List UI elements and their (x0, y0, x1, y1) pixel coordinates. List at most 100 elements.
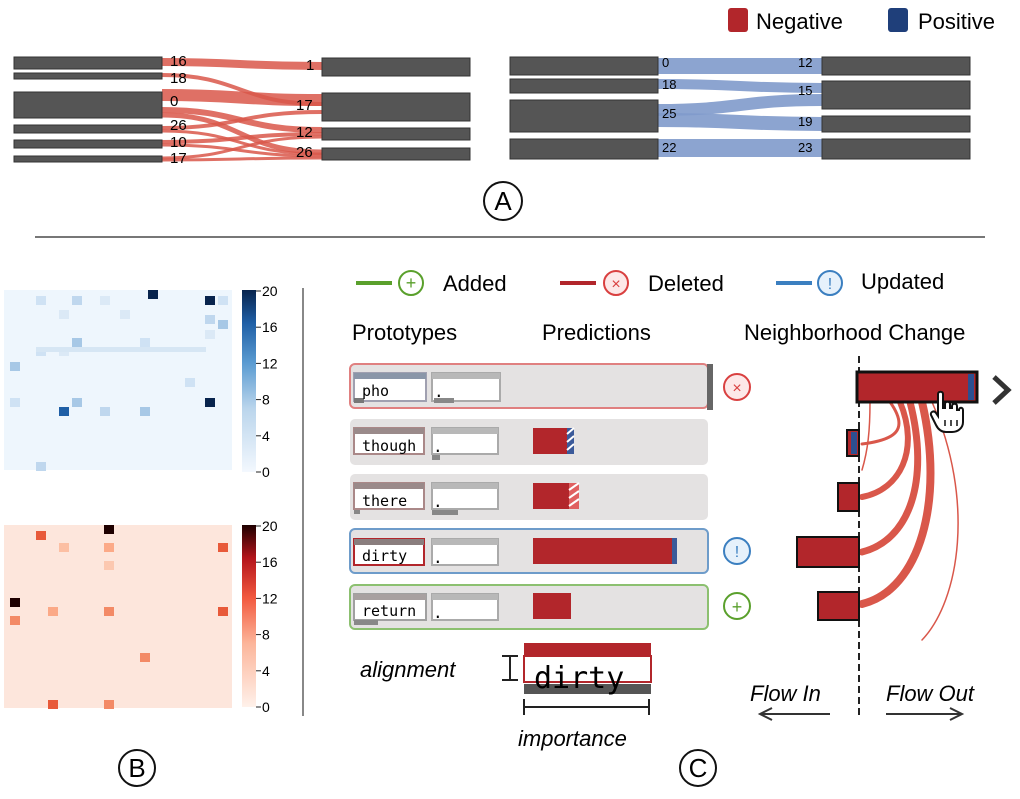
svg-text:+: + (732, 597, 743, 617)
flow-label: 26 (170, 117, 187, 134)
colorbar-tick-label: 8 (262, 627, 270, 643)
prototype-row[interactable]: though . (350, 419, 708, 465)
right-flow-ribbons (657, 58, 823, 158)
prototype-row[interactable]: there . (350, 474, 708, 520)
svg-text:+: + (406, 273, 417, 293)
deleted-status-icon[interactable] (723, 373, 751, 401)
svg-text:×: × (732, 380, 741, 397)
prototype-row[interactable]: dirty . ! (349, 528, 751, 574)
top-legend: Negative Positive (728, 8, 995, 34)
svg-text:.: . (433, 492, 443, 511)
prototype-word: return (362, 602, 416, 620)
prediction-bar (533, 593, 571, 619)
flow-node (509, 56, 659, 76)
positive-swatch (888, 8, 908, 32)
legend-deleted: Deleted (648, 271, 724, 296)
left-flow-ribbons (161, 58, 323, 162)
flow-node (821, 115, 971, 133)
right-arrow-icon (886, 707, 965, 721)
flow-label: 18 (662, 77, 676, 92)
header-predictions: Predictions (542, 320, 651, 345)
panel-a-label: A (483, 181, 523, 221)
blue-heatmap (4, 290, 232, 471)
change-bar[interactable] (796, 536, 860, 568)
heatmap-cell (104, 543, 114, 552)
colorbar-tick-label: 20 (262, 283, 278, 299)
glyph-explainer: alignment dirty importance (360, 643, 652, 751)
pointer-hand-icon (929, 390, 964, 433)
svg-text:!: ! (828, 276, 832, 293)
chevron-right-icon[interactable] (992, 375, 1012, 405)
red-colorbar: 20 16 12 8 4 0 (242, 518, 278, 715)
flow-label: 23 (798, 140, 812, 155)
flow-node (821, 138, 971, 160)
heatmap-cell (218, 543, 228, 552)
flow-label: 22 (662, 140, 676, 155)
heatmap-cell (48, 700, 58, 709)
legend-added: Added (443, 271, 507, 296)
flow-label: 17 (170, 150, 187, 167)
flow-out-label: Flow Out (886, 681, 975, 706)
panel-b-label: B (118, 749, 156, 787)
prototype-row[interactable]: return . + (349, 584, 751, 630)
panel-a-left-flow: 16 18 0 26 10 17 1 17 12 26 (13, 53, 471, 167)
colorbar-tick-label: 20 (262, 518, 278, 534)
added-status-icon[interactable] (723, 592, 751, 620)
heatmap-cell (10, 362, 20, 371)
prototype-word: though (362, 437, 416, 455)
colorbar-tick-label: 0 (262, 464, 270, 480)
svg-text:C: C (689, 753, 708, 783)
colorbar-tick-label: 0 (262, 699, 270, 715)
header-neighborhood: Neighborhood Change (744, 320, 965, 345)
flow-label: 10 (170, 134, 187, 151)
flow-node (13, 72, 163, 80)
heatmap-cell (72, 338, 82, 347)
prototype-row[interactable]: pho . × (349, 363, 751, 410)
heatmap-cell (218, 296, 228, 305)
alignment-label: alignment (360, 657, 456, 682)
flow-node (13, 155, 163, 163)
heatmap-cell (218, 320, 228, 329)
prediction-bar (533, 428, 567, 454)
prototype-word: there (362, 492, 407, 510)
prototype-word: dirty (362, 547, 407, 565)
heatmap-cell (10, 398, 20, 407)
heatmap-cell (59, 543, 69, 552)
flow-in-label: Flow In (750, 681, 821, 706)
heatmap-cell (72, 296, 82, 305)
prototype-word: pho (362, 382, 389, 400)
heatmap-cell (205, 330, 215, 339)
heatmap-cell (218, 607, 228, 616)
heatmap-cell (36, 531, 46, 540)
heatmap-cell (140, 653, 150, 662)
updated-status-icon[interactable] (723, 537, 751, 565)
flow-label: 26 (296, 144, 313, 161)
heatmap-cell (205, 315, 215, 324)
flow-label: 1 (306, 57, 314, 74)
heatmap-cell (104, 700, 114, 709)
added-icon (398, 270, 424, 296)
heatmap-cell (48, 607, 58, 616)
heatmap-cell (104, 607, 114, 616)
colorbar-tick-label: 12 (262, 590, 278, 606)
flow-label: 17 (296, 97, 313, 114)
change-bar[interactable] (855, 370, 979, 404)
heatmap-cell (140, 338, 150, 347)
heatmap-cell (185, 378, 195, 387)
heatmap-cell (104, 561, 114, 570)
change-bar[interactable] (817, 591, 860, 621)
blue-colorbar: 20 16 12 8 4 0 (242, 283, 278, 480)
colorbar-tick-label: 8 (262, 392, 270, 408)
heatmap-cell (36, 462, 46, 471)
heatmap-cell (148, 290, 158, 299)
colorbar-tick-label: 4 (262, 428, 270, 444)
panel-a-right-flow: 0 18 25 22 12 15 19 23 (509, 55, 971, 160)
change-bar[interactable] (837, 482, 860, 512)
colorbar-tick-label: 16 (262, 554, 278, 570)
heatmap-cell (36, 296, 46, 305)
heatmap-cell (36, 347, 206, 352)
svg-text:A: A (494, 186, 512, 216)
header-prototypes: Prototypes (352, 320, 457, 345)
negative-legend-label: Negative (756, 9, 843, 34)
